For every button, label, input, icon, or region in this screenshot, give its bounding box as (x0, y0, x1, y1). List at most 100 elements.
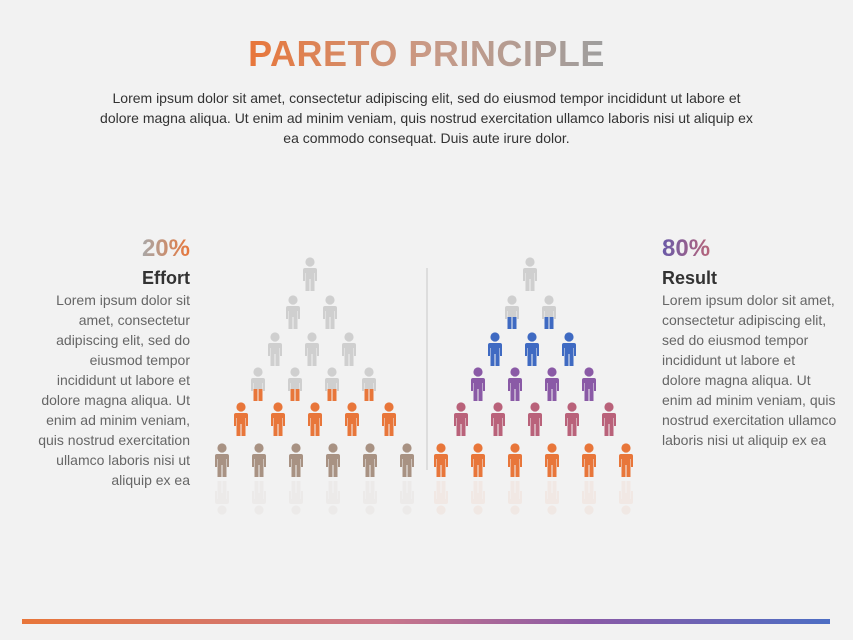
torso (303, 268, 317, 281)
head (364, 367, 374, 377)
head (347, 402, 357, 412)
person-icon (471, 367, 485, 401)
head (270, 332, 280, 342)
leg (330, 317, 335, 329)
torso (363, 454, 377, 467)
person-icon (303, 257, 317, 291)
leg (527, 354, 532, 366)
person-icon (619, 481, 633, 515)
leg (512, 317, 517, 329)
head (328, 443, 338, 453)
leg (254, 481, 259, 493)
person-icon (471, 481, 485, 515)
leg (328, 465, 333, 477)
person-icon (488, 332, 502, 366)
head (456, 402, 466, 412)
person-icon (215, 443, 229, 477)
head (365, 505, 375, 515)
torso (289, 454, 303, 467)
torso (286, 306, 300, 319)
leg (441, 465, 446, 477)
person-icon (523, 257, 537, 291)
leg (567, 424, 572, 436)
person-icon (305, 332, 319, 366)
torso (400, 491, 414, 504)
head (344, 332, 354, 342)
left-text: Lorem ipsum dolor sit amet, consectetur … (38, 292, 190, 488)
head (547, 505, 557, 515)
person-icon (363, 443, 377, 477)
leg (473, 481, 478, 493)
person-icon (271, 402, 285, 436)
bottom-bar (22, 619, 830, 624)
person-icon (288, 367, 302, 401)
head (254, 505, 264, 515)
head (236, 402, 246, 412)
leg (510, 389, 515, 401)
leg (515, 389, 520, 401)
torso (454, 413, 468, 426)
head (530, 402, 540, 412)
leg (259, 481, 264, 493)
head (510, 367, 520, 377)
leg (258, 389, 263, 401)
torso (288, 378, 302, 391)
person-icon (400, 481, 414, 515)
leg (333, 481, 338, 493)
torso (619, 454, 633, 467)
person-icon (325, 367, 339, 401)
person-icon (525, 332, 539, 366)
torso (471, 454, 485, 467)
person-icon (619, 443, 633, 477)
person-icon (542, 295, 556, 329)
leg (473, 465, 478, 477)
person-icon (323, 295, 337, 329)
torso (345, 413, 359, 426)
head (217, 443, 227, 453)
torso (508, 454, 522, 467)
head (567, 402, 577, 412)
leg (402, 481, 407, 493)
leg (478, 465, 483, 477)
leg (569, 354, 574, 366)
title-text: PARETO PRINCIPLE (248, 33, 605, 74)
person-icon (434, 443, 448, 477)
head (365, 443, 375, 453)
leg (436, 481, 441, 493)
leg (498, 424, 503, 436)
head (288, 295, 298, 305)
leg (275, 354, 280, 366)
leg (478, 481, 483, 493)
leg (307, 354, 312, 366)
left-percent: 20% (142, 235, 190, 263)
head (305, 257, 315, 267)
person-icon (454, 402, 468, 436)
head (436, 505, 446, 515)
leg (293, 317, 298, 329)
torso (471, 491, 485, 504)
leg (384, 424, 389, 436)
torso (488, 343, 502, 356)
head (253, 367, 263, 377)
leg (584, 389, 589, 401)
leg (461, 424, 466, 436)
torso (542, 306, 556, 319)
leg (549, 317, 554, 329)
head (584, 443, 594, 453)
torso (602, 413, 616, 426)
torso (523, 268, 537, 281)
person-icon (342, 332, 356, 366)
person-icon (582, 367, 596, 401)
leg (217, 465, 222, 477)
head (473, 367, 483, 377)
leg (490, 354, 495, 366)
person-icon (363, 481, 377, 515)
torso (508, 491, 522, 504)
torso (308, 413, 322, 426)
person-icon (434, 481, 448, 515)
leg (510, 481, 515, 493)
leg (604, 424, 609, 436)
head (527, 332, 537, 342)
